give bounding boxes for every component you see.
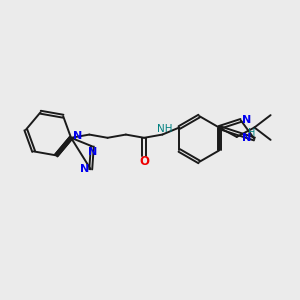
Text: N: N [242,133,252,142]
Text: NH: NH [157,124,172,134]
Text: H: H [248,128,256,137]
Text: N: N [80,164,89,174]
Text: N: N [73,131,82,141]
Text: N: N [88,147,97,157]
Text: O: O [139,155,149,168]
Text: N: N [242,116,251,125]
